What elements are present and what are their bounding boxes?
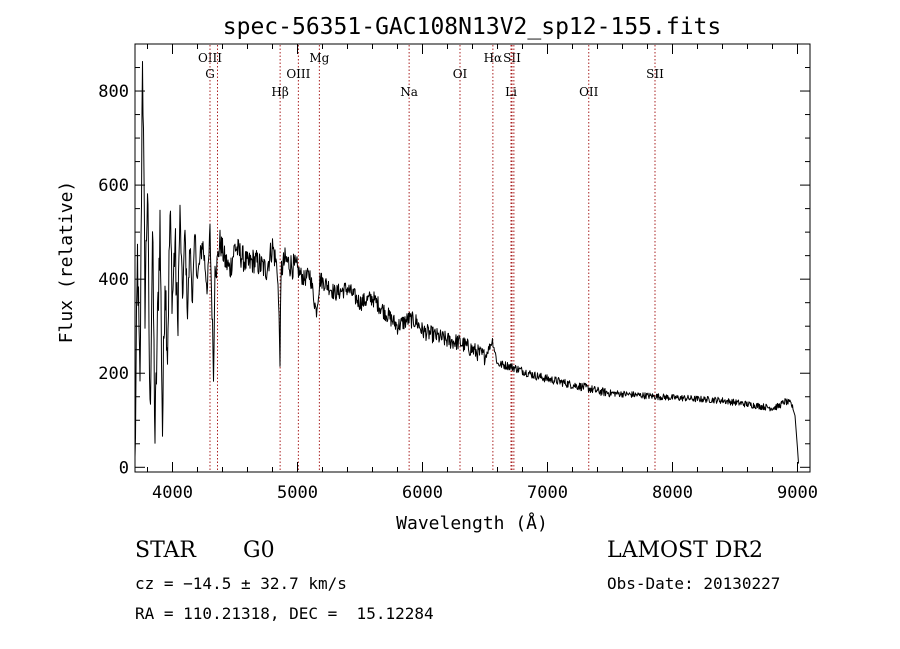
- x-tick-label: 7000: [527, 483, 568, 503]
- y-tick-label: 400: [98, 270, 129, 290]
- coordinates-label: RA = 110.21318, DEC = 15.12284: [135, 604, 434, 623]
- spectrum-series: [134, 61, 799, 464]
- spectral-line-label: OIII: [198, 51, 222, 65]
- x-tick-label: 8000: [652, 483, 693, 503]
- spectral-line-label: OI: [453, 67, 468, 81]
- spectral-line-label: Hβ: [271, 85, 288, 99]
- plot-frame: [134, 43, 811, 473]
- spectral-line-label: SII: [646, 67, 664, 81]
- spectral-line-label: Mg: [309, 51, 329, 65]
- x-tick-label: 9000: [777, 483, 818, 503]
- spectral-line-label: OIII: [286, 67, 310, 81]
- object-class-label: STAR: [135, 538, 196, 563]
- plot-axes: 4000 5000 6000 7000 8000 9000 0 200 400 600 800: [98, 43, 818, 503]
- spectral-line-label: G: [205, 67, 215, 81]
- spectral-line-label: Na: [400, 85, 418, 99]
- survey-label: LAMOST DR2: [607, 538, 763, 563]
- obs-date-label: Obs-Date: 20130227: [607, 574, 781, 593]
- y-tick-label: 800: [98, 82, 129, 102]
- y-axis-label: Flux (relative): [56, 181, 77, 344]
- spectral-line-label: Li: [505, 85, 517, 99]
- y-tick-label: 600: [98, 176, 129, 196]
- y-tick-label: 0: [119, 458, 129, 478]
- spectral-line-label: Hα: [484, 51, 503, 65]
- cz-label: cz = −14.5 ± 32.7 km/s: [135, 574, 347, 593]
- spectrum-line: [134, 61, 799, 464]
- x-axis-label: Wavelength (Å): [396, 512, 548, 534]
- subclass-label: G0: [243, 538, 275, 563]
- spectral-line-label: SII: [503, 51, 521, 65]
- y-tick-label: 200: [98, 364, 129, 384]
- x-tick-label: 6000: [402, 483, 443, 503]
- chart-title: spec-56351-GAC108N13V2_sp12-155.fits: [223, 14, 722, 40]
- spectral-line-label: OII: [579, 85, 599, 99]
- x-tick-label: 5000: [277, 483, 318, 503]
- x-tick-label: 4000: [152, 483, 193, 503]
